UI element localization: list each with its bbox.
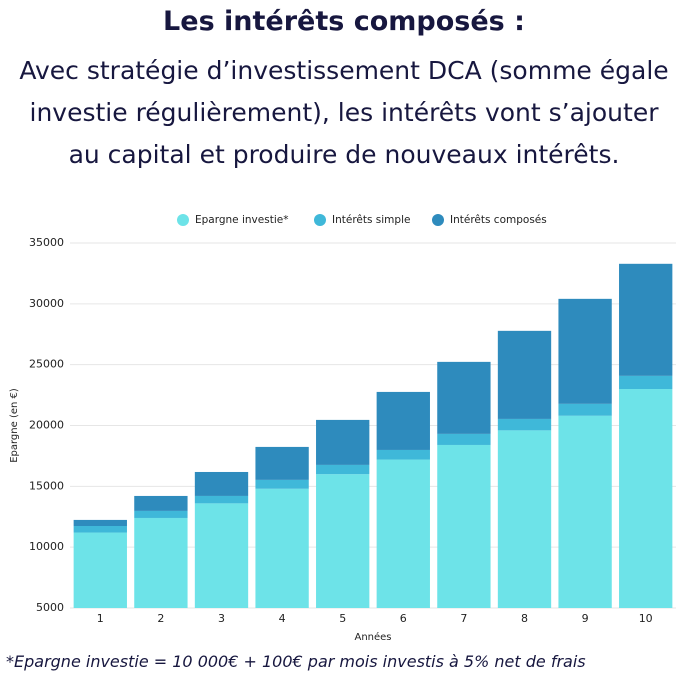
x-tick-label: 5 [339, 612, 346, 625]
x-tick-label: 1 [97, 612, 104, 625]
legend-swatch [314, 214, 326, 226]
bar-segment [558, 298, 612, 404]
bar-segment [134, 495, 188, 511]
x-tick-label: 4 [279, 612, 286, 625]
bar-segment [134, 517, 188, 608]
y-tick-label: 25000 [29, 358, 64, 371]
x-tick-label: 3 [218, 612, 225, 625]
y-tick-label: 35000 [29, 236, 64, 249]
legend-label: Epargne investie* [195, 214, 288, 226]
legend-swatch [432, 214, 444, 226]
bar-segment [316, 474, 370, 608]
legend-label: Intérêts simple [332, 214, 410, 226]
y-tick-label: 15000 [29, 479, 64, 492]
bar-segment [255, 446, 309, 480]
bar-segment [194, 495, 249, 504]
y-tick-label: 5000 [36, 601, 64, 614]
bar-segment [194, 471, 249, 496]
x-tick-label: 7 [460, 612, 467, 625]
y-axis-label: Epargne (en €) [9, 388, 20, 463]
x-tick-label: 8 [521, 612, 528, 625]
bar-segment [255, 488, 309, 608]
bar-segment [316, 419, 370, 465]
bar-segment [316, 464, 370, 475]
bar-segment [619, 375, 673, 389]
bar-segment [437, 444, 491, 608]
bar-segment [376, 391, 430, 450]
bar-segment [255, 479, 309, 489]
bar-segment [619, 389, 673, 608]
x-tick-label: 9 [582, 612, 589, 625]
y-tick-label: 30000 [29, 297, 64, 310]
legend-swatch [177, 214, 189, 226]
bar-segment [558, 403, 612, 416]
y-tick-label: 10000 [29, 540, 64, 553]
bar-segment [376, 449, 430, 460]
bar-segment [73, 532, 127, 608]
bar-segment [194, 503, 249, 608]
bar-segment [558, 415, 612, 608]
x-tick-label: 2 [157, 612, 164, 625]
bar-segment [619, 263, 673, 376]
bar-segment [437, 433, 491, 445]
x-tick-label: 10 [639, 612, 653, 625]
bar-segment [134, 510, 188, 518]
bar-segment [73, 519, 127, 526]
chart-title: Les intérêts composés : [163, 6, 525, 37]
bar-segment [437, 361, 491, 434]
bar-segment [497, 430, 552, 608]
bar-segment [497, 330, 552, 419]
x-axis-label: Années [354, 631, 391, 643]
bar-segment [73, 525, 127, 533]
legend-label: Intérêts composés [450, 214, 547, 226]
bar-segment [376, 459, 430, 608]
footnote: *Epargne investie = 10 000€ + 100€ par m… [6, 652, 586, 671]
y-tick-label: 20000 [29, 419, 64, 432]
x-tick-label: 6 [400, 612, 407, 625]
chart-subtitle: Avec stratégie d’investissement DCA (som… [19, 56, 669, 169]
bar-segment [497, 418, 552, 431]
